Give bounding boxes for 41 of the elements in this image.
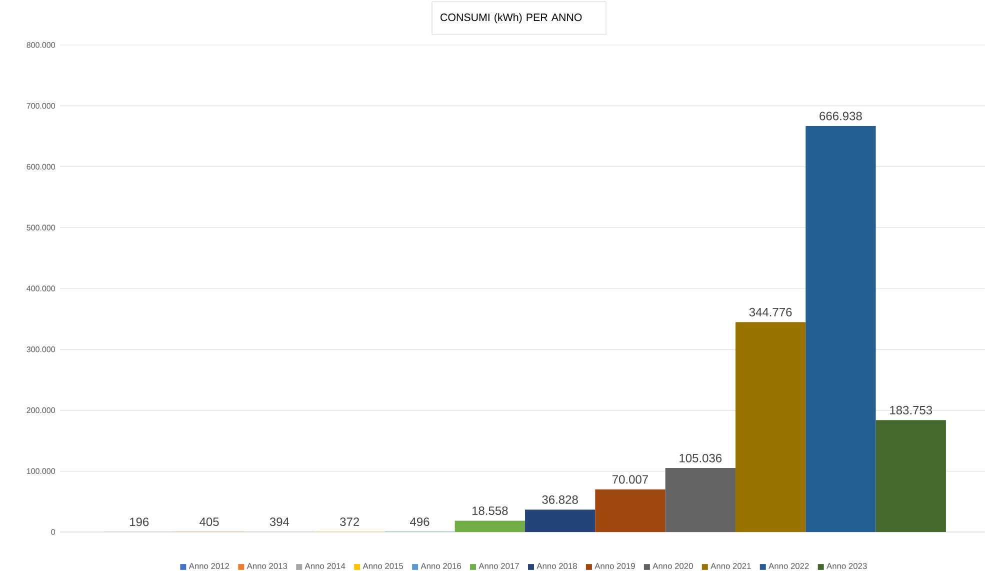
legend-label: Anno 2023 [826,563,867,569]
legend-label: Anno 2022 [768,563,809,569]
data-label: 394 [270,518,290,526]
y-tick-label: 800.000 [26,42,55,48]
legend-label: Anno 2014 [304,563,346,569]
y-tick-label: 200.000 [26,407,55,414]
y-tick-label: 700.000 [26,103,55,109]
legend-label: Anno 2018 [536,563,577,569]
legend-label: Anno 2017 [478,563,519,569]
y-tick-label: 0 [51,529,55,535]
bar [665,468,736,532]
legend-label: Anno 2016 [420,563,461,569]
legend-label: Anno 2019 [594,563,635,569]
bar [525,510,596,532]
legend-label: Anno 2015 [362,563,404,569]
y-tick-label: 500.000 [26,224,55,230]
y-tick-label: 100.000 [26,468,55,474]
legend-label: Anno 2013 [246,563,288,569]
data-label: 70.007 [612,475,648,484]
bar [454,520,525,532]
data-label: 183.753 [890,406,932,414]
legend-label: Anno 2021 [710,563,751,569]
bar [735,322,806,532]
data-label: 405 [200,518,219,526]
legend-label: Anno 2012 [188,563,230,569]
y-tick-label: 300.000 [26,346,55,352]
legend-label: Anno 2020 [652,563,693,569]
y-tick-label: 400.000 [26,286,55,292]
data-label: 36.828 [542,495,578,504]
data-label: 344.776 [749,308,792,316]
data-label: 666.938 [820,112,862,120]
bar [876,420,946,532]
chart-title: CONSUMI (kWh) PER ANNO [440,13,582,24]
data-label: 105.036 [680,454,722,462]
bar [806,126,876,532]
data-label: 372 [340,518,359,526]
y-tick-label: 600.000 [26,164,55,170]
bar [595,489,666,532]
data-label: 18.558 [472,506,508,515]
data-label: 496 [410,517,430,526]
data-label: 196 [130,518,149,526]
